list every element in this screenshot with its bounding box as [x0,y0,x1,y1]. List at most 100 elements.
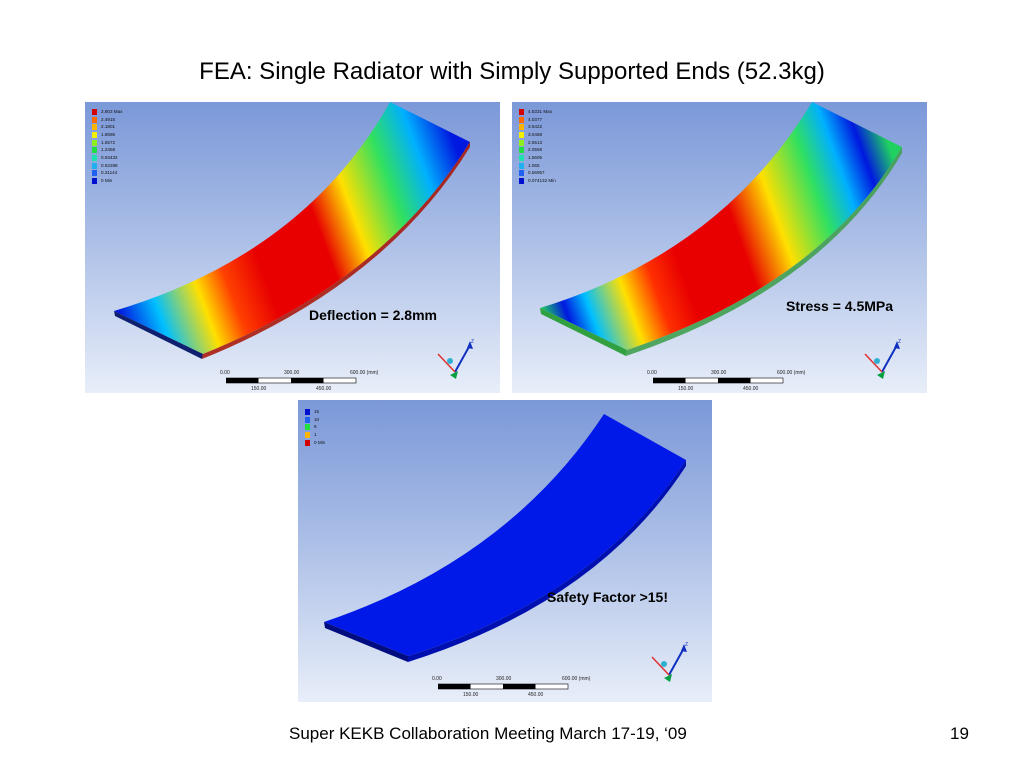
stress-legend: 4.5331 Max 4.0377 3.5422 3.0468 2.5513 2… [519,108,556,185]
legend-label: 0.074132 Min [528,178,556,184]
legend-swatch [305,416,310,423]
legend-swatch [305,431,310,438]
legend-item: 0 Min [305,439,325,447]
legend-swatch [92,162,97,169]
legend-label: 2.803 Max [101,108,123,114]
slide-footer: Super KEKB Collaboration Meeting March 1… [289,724,687,743]
legend-item: 2.1801 [92,123,122,131]
legend-label: 1.5572 [101,139,116,145]
scale-tick-label: 300.00 [284,370,300,376]
legend-item: 3.5422 [519,123,556,131]
svg-text:Z: Z [471,339,474,345]
legend-swatch [92,131,97,138]
legend-item: 2.5513 [519,139,556,147]
legend-label: 10 [314,416,320,422]
legend-item: 5 [305,423,325,431]
legend-swatch [92,108,97,115]
legend-item: 1.2458 [92,146,122,154]
legend-item: 2.803 Max [92,108,122,116]
scale-tick-label: 150.00 [678,386,694,392]
legend-item: 1.8686 [92,131,122,139]
legend-item: 0.31144 [92,170,122,178]
legend-label: 2.1801 [101,124,116,130]
safety-factor-annotation: Safety Factor >15! [547,589,668,605]
legend-item: 10 [305,416,325,424]
deflection-beam-render [114,102,470,359]
legend-label: 0 Min [101,178,113,184]
scale-bar [653,377,784,384]
legend-swatch [92,139,97,146]
legend-label: 0.56957 [528,170,545,176]
scale-tick-label: 450.00 [316,386,332,392]
legend-swatch [519,131,524,138]
legend-swatch [519,116,524,123]
legend-item: 0.62288 [92,162,122,170]
legend-swatch [519,178,524,185]
legend-item: 0.93432 [92,154,122,162]
legend-swatch [305,439,310,446]
slide-title: FEA: Single Radiator with Simply Support… [199,58,825,85]
legend-label: 1 [314,431,317,437]
legend-label: 2.4915 [101,116,116,122]
legend-swatch [519,147,524,154]
legend-label: 0.62288 [101,162,118,168]
legend-label: 1.5605 [528,154,543,160]
deflection-plot-panel: 2.803 Max 2.4915 2.1801 1.8686 1.5572 1.… [85,102,500,393]
scale-tick-label: 450.00 [528,692,544,698]
legend-label: 3.5422 [528,124,543,130]
legend-item: 0.074132 Min [519,177,556,185]
svg-text:Z: Z [685,642,688,648]
legend-swatch [519,139,524,146]
legend-label: 15 [314,408,320,414]
legend-swatch [92,154,97,161]
safety-factor-beam-render [324,414,686,662]
legend-label: 4.5331 Max [528,108,553,114]
legend-label: 0.93432 [101,154,118,160]
scale-tick-label: 0.00 [220,370,230,376]
legend-item: 0.56957 [519,170,556,178]
legend-label: 1.065 [528,162,540,168]
legend-swatch [305,424,310,431]
scale-tick-label: 300.00 [711,370,727,376]
stress-annotation: Stress = 4.5MPa [786,298,894,314]
legend-label: 2.5513 [528,139,543,145]
scale-tick-label: 300.00 [496,676,512,682]
scale-tick-label: 0.00 [432,676,442,682]
legend-label: 1.2458 [101,147,116,153]
legend-label: 2.0559 [528,147,543,153]
legend-label: 5 [314,424,317,430]
page-number: 19 [950,724,969,743]
legend-label: 0.31144 [101,170,118,176]
scale-bar [438,683,569,690]
legend-label: 1.8686 [101,131,116,137]
scale-bar [226,377,357,384]
safety-factor-plot-panel: 15 10 5 1 0 Min Safety Factor >15! Z 0.0… [298,400,712,702]
scale-tick-label: 450.00 [743,386,759,392]
scale-tick-label: 0.00 [647,370,657,376]
legend-swatch [92,178,97,185]
coordinate-triad-icon: Z [651,642,688,682]
legend-swatch [519,170,524,177]
legend-item: 1 [305,431,325,439]
scale-tick-label: 600.00 (mm) [350,370,379,376]
legend-swatch [519,154,524,161]
stress-beam-render [540,102,902,356]
legend-item: 3.0468 [519,131,556,139]
safety-factor-legend: 15 10 5 1 0 Min [305,408,325,446]
coordinate-triad-icon: Z [437,339,474,379]
legend-swatch [305,408,310,415]
legend-item: 0 Min [92,177,122,185]
scale-tick-label: 150.00 [463,692,479,698]
coordinate-triad-icon: Z [864,339,901,379]
legend-swatch [92,170,97,177]
legend-swatch [519,162,524,169]
legend-item: 2.4915 [92,116,122,124]
scale-tick-label: 600.00 (mm) [562,676,591,682]
legend-swatch [92,124,97,131]
legend-label: 0 Min [314,439,326,445]
legend-item: 1.5605 [519,154,556,162]
scale-tick-label: 600.00 (mm) [777,370,806,376]
legend-swatch [92,147,97,154]
legend-swatch [519,124,524,131]
legend-swatch [92,116,97,123]
